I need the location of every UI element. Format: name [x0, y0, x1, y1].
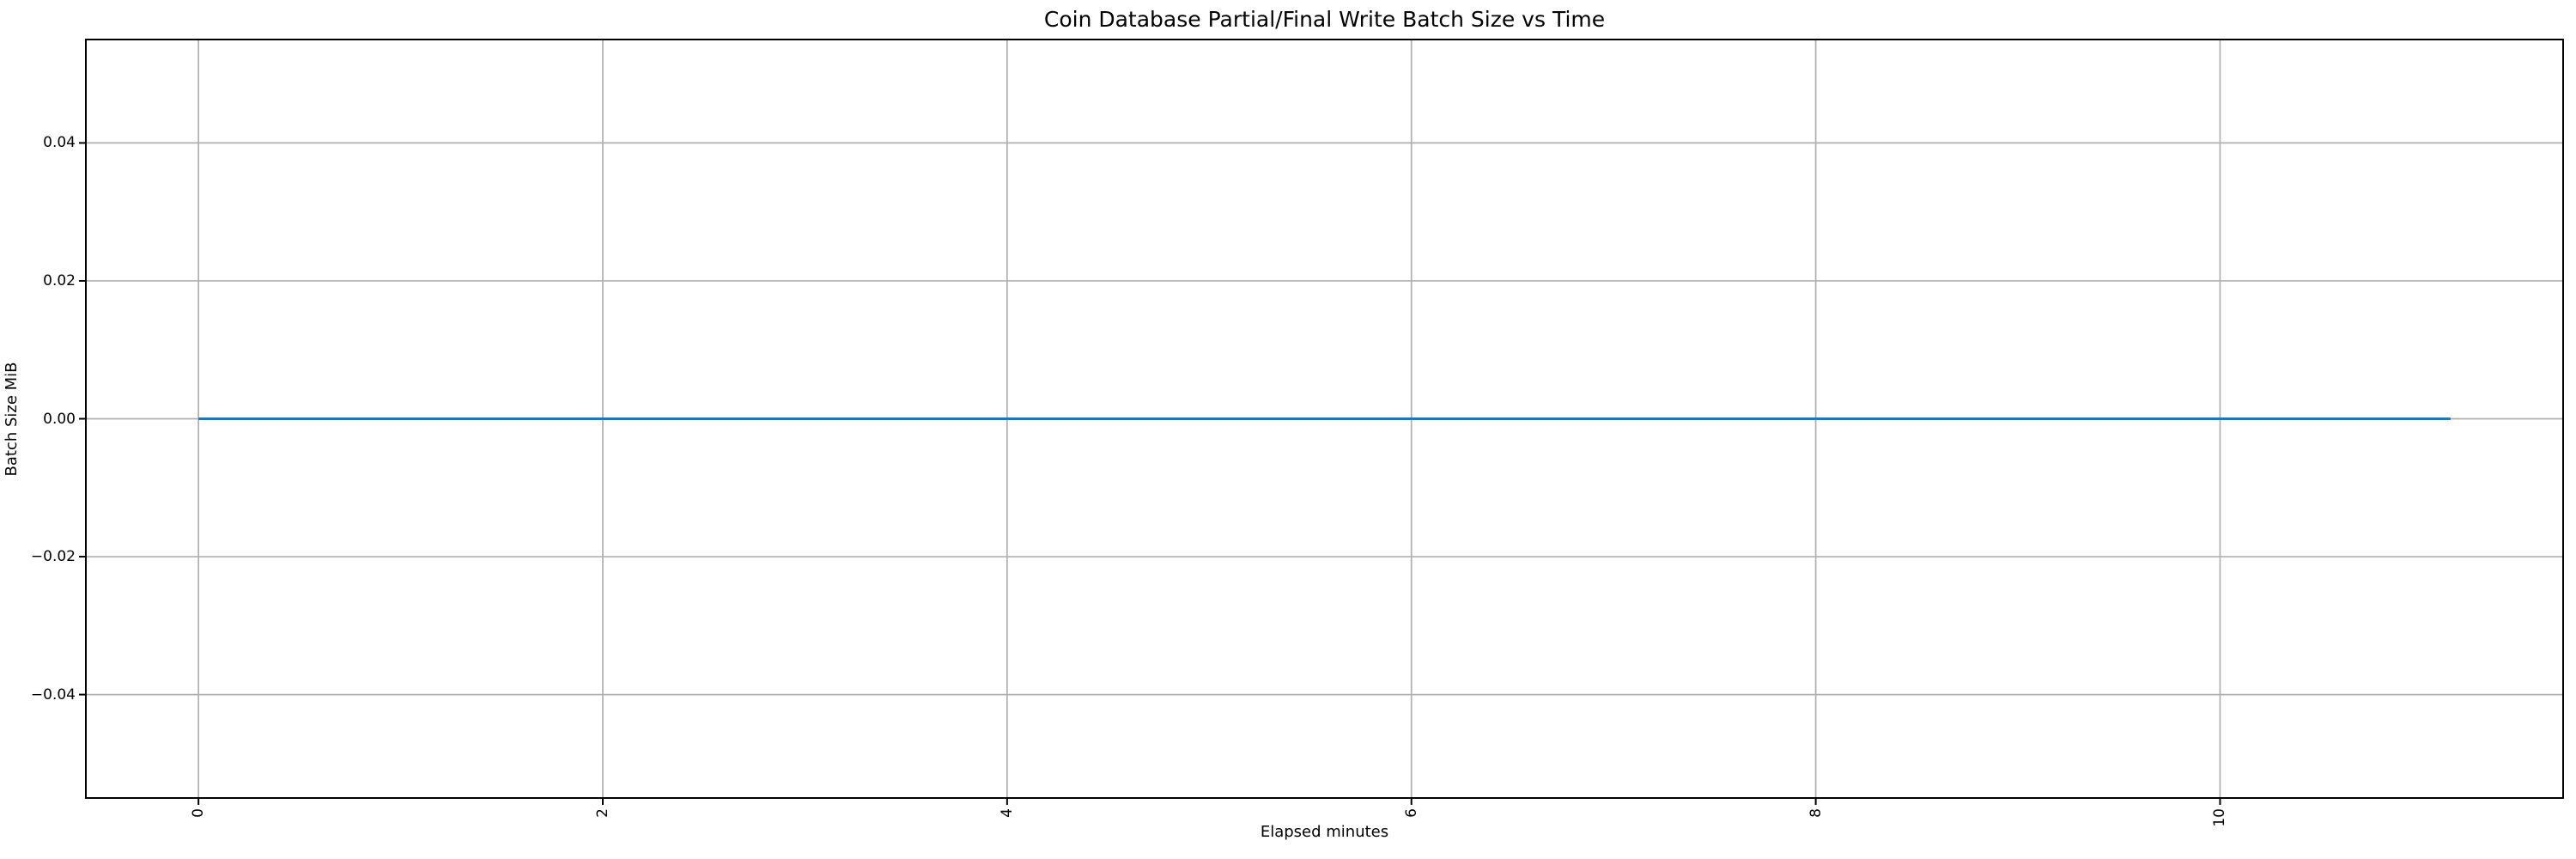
y-tick-label: −0.04	[30, 685, 76, 704]
chart-title: Coin Database Partial/Final Write Batch …	[1043, 7, 1606, 32]
y-tick-label: 0.02	[43, 271, 76, 289]
y-tick-label: 0.00	[43, 410, 76, 428]
y-tick-label: −0.02	[30, 548, 76, 566]
y-tick-label: 0.04	[43, 134, 76, 152]
x-axis-label: Elapsed minutes	[1260, 823, 1389, 841]
